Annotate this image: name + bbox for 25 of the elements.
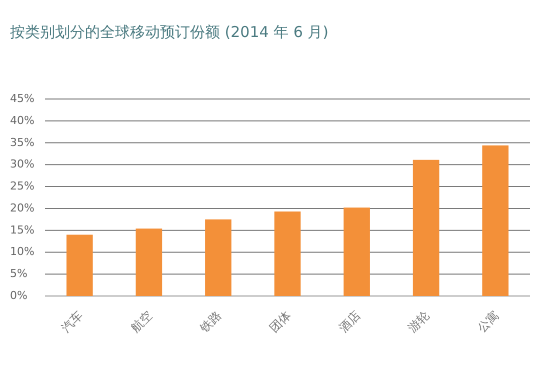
y-tick-label: 35% bbox=[10, 136, 34, 149]
x-tick-label: 酒店 bbox=[336, 308, 363, 336]
bar bbox=[412, 160, 440, 296]
y-tick-label: 25% bbox=[10, 180, 34, 193]
y-tick-label: 40% bbox=[10, 114, 34, 127]
bar bbox=[66, 234, 93, 296]
x-tick-label: 汽车 bbox=[58, 308, 86, 336]
y-tick-label: 30% bbox=[10, 158, 34, 171]
x-tick-label: 铁路 bbox=[196, 308, 224, 336]
x-tick-label: 游轮 bbox=[405, 308, 432, 336]
bar bbox=[344, 208, 370, 296]
y-tick-label: 20% bbox=[10, 201, 34, 214]
chart-title: 按类别划分的全球移动预订份额 (2014 年 6 月) bbox=[10, 23, 328, 41]
y-tick-label: 0% bbox=[10, 289, 28, 302]
y-tick-label: 45% bbox=[10, 92, 34, 106]
y-tick-label: 5% bbox=[10, 267, 28, 280]
bar bbox=[274, 212, 301, 296]
x-tick-label: 公寓 bbox=[474, 308, 502, 336]
x-tick-label: 团体 bbox=[266, 308, 294, 336]
bar bbox=[136, 228, 162, 296]
bar bbox=[482, 145, 509, 296]
y-tick-label: 15% bbox=[10, 223, 34, 236]
x-tick-label: 航空 bbox=[128, 308, 156, 336]
y-tick-label: 10% bbox=[10, 245, 34, 258]
bar bbox=[205, 219, 232, 296]
